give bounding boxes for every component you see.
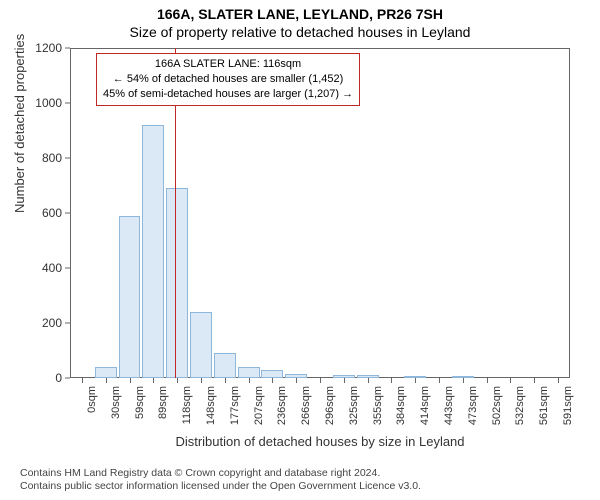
x-tick-mark [368,378,369,383]
x-tick-mark [344,378,345,383]
x-tick-label: 207sqm [253,386,265,425]
bar [119,216,141,378]
bar [190,312,212,378]
x-tick-label: 236sqm [276,386,288,425]
x-tick-mark [463,378,464,383]
footer-line-1: Contains HM Land Registry data © Crown c… [20,467,421,481]
plot-border-top [70,48,570,49]
footer-attribution: Contains HM Land Registry data © Crown c… [20,467,421,494]
x-tick-label: 30sqm [110,386,122,419]
bar [238,367,260,378]
x-tick-label: 502sqm [491,386,503,425]
x-tick-mark [130,378,131,383]
annotation-line: ← 54% of detached houses are smaller (1,… [103,72,353,87]
x-tick-mark [272,378,273,383]
y-tick-label: 1000 [35,96,62,110]
x-tick-mark [320,378,321,383]
page-subtitle: Size of property relative to detached ho… [0,22,600,40]
x-tick-label: 177sqm [229,386,241,425]
bar [142,125,164,378]
bar [261,370,283,378]
y-tick-label: 400 [42,261,62,275]
x-tick-label: 148sqm [205,386,217,425]
x-tick-mark [534,378,535,383]
x-tick-mark [510,378,511,383]
x-tick-mark [439,378,440,383]
bar [166,188,188,378]
x-tick-label: 0sqm [86,386,98,413]
x-tick-label: 473sqm [467,386,479,425]
y-tick-label: 1200 [35,41,62,55]
x-tick-label: 591sqm [562,386,574,425]
bar [95,367,117,378]
x-tick-label: 561sqm [538,386,550,425]
x-tick-mark [201,378,202,383]
x-tick-mark [177,378,178,383]
x-tick-mark [296,378,297,383]
x-tick-label: 266sqm [300,386,312,425]
y-tick-label: 600 [42,206,62,220]
x-tick-label: 532sqm [514,386,526,425]
x-tick-mark [249,378,250,383]
y-axis: 020040060080010001200 [0,48,70,378]
x-tick-mark [487,378,488,383]
x-tick-mark [106,378,107,383]
x-tick-label: 443sqm [443,386,455,425]
annotation-line: 45% of semi-detached houses are larger (… [103,87,353,102]
x-tick-label: 59sqm [134,386,146,419]
plot-border-right [569,48,570,378]
x-tick-label: 384sqm [395,386,407,425]
footer-line-2: Contains public sector information licen… [20,480,421,494]
chart-container: { "header": { "address": "166A, SLATER L… [0,0,600,500]
x-tick-label: 355sqm [372,386,384,425]
x-tick-label: 89sqm [157,386,169,419]
y-tick-label: 200 [42,316,62,330]
y-tick-label: 0 [55,371,62,385]
x-axis-label: Distribution of detached houses by size … [70,434,570,449]
x-tick-mark [391,378,392,383]
annotation-line: 166A SLATER LANE: 116sqm [103,57,353,72]
y-tick-label: 800 [42,151,62,165]
annotation-box: 166A SLATER LANE: 116sqm← 54% of detache… [96,53,360,106]
x-tick-mark [153,378,154,383]
x-tick-label: 325sqm [348,386,360,425]
x-tick-label: 414sqm [419,386,431,425]
x-tick-mark [558,378,559,383]
x-tick-label: 296sqm [324,386,336,425]
bar [214,353,236,378]
y-axis-line [70,48,71,378]
x-tick-mark [415,378,416,383]
page-title-address: 166A, SLATER LANE, LEYLAND, PR26 7SH [0,0,600,22]
x-tick-mark [225,378,226,383]
x-tick-label: 118sqm [181,386,193,424]
x-tick-mark [82,378,83,383]
